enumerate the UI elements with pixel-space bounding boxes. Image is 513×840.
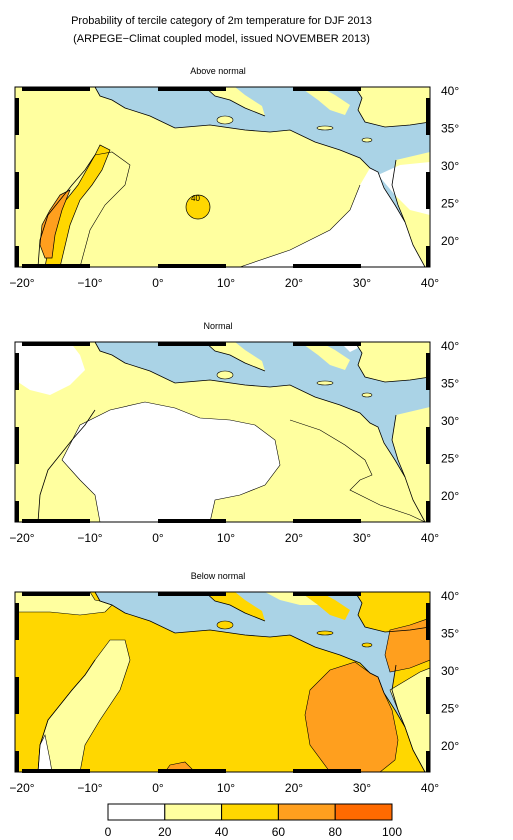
- longitude-labels: −20° −10° 0° 10° 20° 30° 40° −20° −10° 0° 10° 20° 30…: [9, 276, 439, 795]
- prob-region-blob: [185, 194, 211, 220]
- lon-tick-label: 20°: [285, 276, 303, 290]
- lat-tick-label: 40°: [441, 84, 459, 98]
- land-area-turkey: [355, 87, 430, 127]
- lat-tick-label: 20°: [441, 234, 459, 248]
- lon-tick-label: −20°: [9, 781, 34, 795]
- legend-label: 40: [215, 825, 229, 839]
- lat-tick-label: 20°: [441, 739, 459, 753]
- lon-tick-label: 0°: [152, 531, 164, 545]
- lat-tick-label: 30°: [441, 664, 459, 678]
- map-frame-ticks: [15, 342, 430, 523]
- land-area-europe: [150, 87, 265, 116]
- lon-tick-label: 40°: [421, 781, 439, 795]
- legend-swatch: [277, 803, 336, 821]
- legend-label: 80: [329, 825, 343, 839]
- lon-tick-label: 20°: [285, 531, 303, 545]
- lon-tick-label: 10°: [217, 531, 235, 545]
- map-frame-ticks: [15, 87, 430, 268]
- map-panel-normal: [14, 341, 431, 523]
- legend-label: 0: [105, 825, 112, 839]
- lon-tick-label: 0°: [152, 781, 164, 795]
- map-panel-above: 40: [14, 86, 431, 268]
- lon-tick-label: 20°: [285, 781, 303, 795]
- coastline: [94, 87, 426, 267]
- lat-tick-label: 40°: [441, 339, 459, 353]
- lon-tick-label: 10°: [217, 781, 235, 795]
- lon-tick-label: 30°: [353, 276, 371, 290]
- lon-tick-label: −10°: [77, 781, 102, 795]
- lon-tick-label: −10°: [77, 531, 102, 545]
- map-title-line2: (ARPEGE−Climat coupled model, issued NOV…: [73, 33, 370, 45]
- map-panel-below: [14, 591, 431, 773]
- legend-label: 100: [382, 825, 402, 839]
- legend-label: 20: [158, 825, 172, 839]
- latitude-labels: 40° 35° 30° 25° 20° 40° 35° 30° 25° 20° 40° 35° 30° 2…: [441, 84, 459, 753]
- lat-tick-label: 25°: [441, 452, 459, 466]
- lon-tick-label: −20°: [9, 531, 34, 545]
- land-area-balkans: [265, 87, 350, 115]
- lat-tick-label: 25°: [441, 702, 459, 716]
- lat-tick-label: 25°: [441, 197, 459, 211]
- legend-swatch: [164, 803, 223, 821]
- contour-label: 40: [191, 194, 200, 203]
- lon-tick-label: 0°: [152, 276, 164, 290]
- lat-tick-label: 40°: [441, 589, 459, 603]
- prob-region-white-arabia: [378, 162, 430, 215]
- map-frame-ticks: [15, 592, 430, 773]
- legend-swatch: [221, 803, 279, 821]
- prob-region-orange: [39, 189, 71, 259]
- lat-tick-label: 30°: [441, 159, 459, 173]
- lat-tick-label: 35°: [441, 122, 459, 136]
- prob-region-white: [240, 168, 425, 267]
- panel-title-below: Below normal: [190, 571, 246, 581]
- panel-title-normal: Normal: [203, 321, 233, 331]
- lon-tick-label: 40°: [421, 531, 439, 545]
- lon-tick-label: −10°: [77, 276, 102, 290]
- prob-region-white: [61, 401, 281, 522]
- legend-swatch: [334, 803, 393, 821]
- legend-label: 60: [272, 825, 286, 839]
- color-legend: 0 20 40 60 80 100: [105, 803, 402, 839]
- lon-tick-label: 10°: [217, 276, 235, 290]
- lon-tick-label: 30°: [353, 781, 371, 795]
- land-area: [15, 87, 425, 267]
- panel-title-above: Above normal: [190, 66, 246, 76]
- map-title-line1: Probability of tercile category of 2m te…: [71, 15, 372, 27]
- prob-region-orange: [304, 661, 399, 772]
- legend-swatch: [107, 803, 166, 821]
- lon-tick-label: −20°: [9, 276, 34, 290]
- lat-tick-label: 35°: [441, 627, 459, 641]
- lon-tick-label: 30°: [353, 531, 371, 545]
- lat-tick-label: 35°: [441, 377, 459, 391]
- lat-tick-label: 20°: [441, 489, 459, 503]
- lat-tick-label: 30°: [441, 414, 459, 428]
- lon-tick-label: 40°: [421, 276, 439, 290]
